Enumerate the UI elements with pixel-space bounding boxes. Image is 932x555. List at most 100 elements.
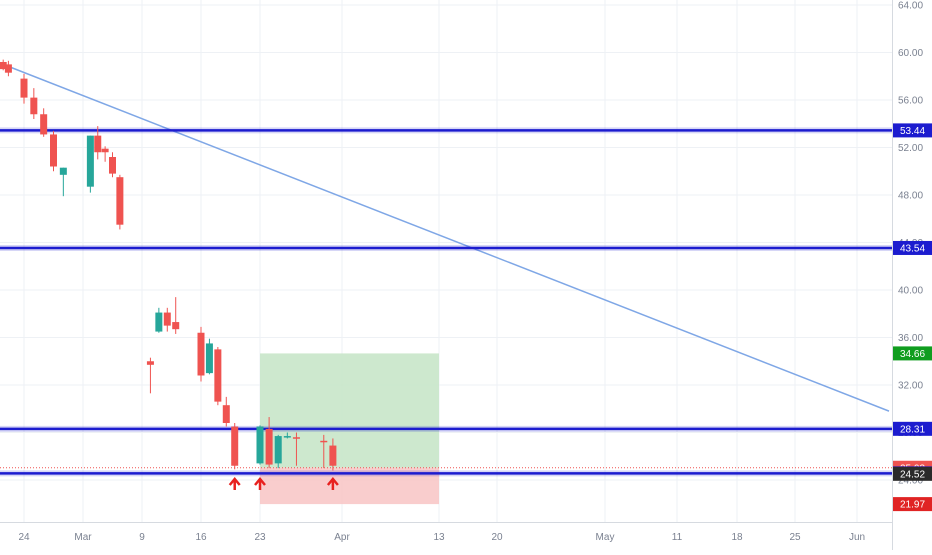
candle-body bbox=[116, 177, 124, 225]
candle-body bbox=[197, 332, 205, 376]
candle-body bbox=[256, 426, 264, 464]
price-badge-target: 34.66 bbox=[893, 346, 932, 361]
candle bbox=[274, 434, 282, 469]
candles bbox=[0, 59, 337, 471]
candle-body bbox=[59, 167, 67, 175]
candle bbox=[155, 307, 163, 333]
candle bbox=[20, 73, 28, 104]
time-tick-label: Jun bbox=[849, 532, 865, 543]
candle bbox=[59, 167, 67, 197]
candle bbox=[231, 423, 239, 470]
candle-body bbox=[274, 436, 282, 464]
time-tick-label: 25 bbox=[789, 532, 801, 543]
time-tick-label: 23 bbox=[254, 532, 266, 543]
candle bbox=[205, 338, 213, 375]
candle-body bbox=[292, 437, 300, 439]
up-arrow-head bbox=[254, 477, 266, 486]
time-tick-label: Apr bbox=[334, 532, 350, 543]
price-tick-label: 36.00 bbox=[898, 333, 923, 344]
price-badge-current: 24.52 bbox=[893, 466, 932, 481]
candle bbox=[94, 126, 102, 160]
candle bbox=[109, 152, 116, 178]
candle bbox=[197, 326, 205, 382]
time-tick-label: 11 bbox=[672, 532, 683, 543]
target-zone bbox=[260, 353, 439, 468]
time-tick-label: 18 bbox=[731, 532, 743, 543]
candle-body bbox=[172, 322, 180, 330]
candle bbox=[214, 347, 222, 406]
candle bbox=[320, 434, 328, 469]
up-arrow-head bbox=[326, 477, 339, 486]
price-badge-bg bbox=[893, 466, 932, 481]
candle bbox=[50, 130, 57, 172]
price-badge-bg bbox=[893, 346, 932, 361]
price-tick-label: 32.00 bbox=[898, 381, 923, 392]
candle bbox=[329, 438, 337, 471]
candle-body bbox=[222, 405, 230, 423]
candle-body bbox=[4, 64, 12, 73]
price-badge-label: 21.97 bbox=[900, 500, 925, 511]
price-badge-label: 34.66 bbox=[900, 349, 925, 360]
grid bbox=[0, 0, 892, 522]
up-arrow-icon bbox=[326, 477, 339, 490]
candle-body bbox=[146, 361, 154, 365]
candle-body bbox=[30, 97, 38, 115]
price-badge-label: 28.31 bbox=[900, 424, 925, 435]
candle-body bbox=[94, 135, 102, 153]
time-tick-label: 9 bbox=[139, 532, 145, 543]
candle bbox=[256, 425, 264, 465]
price-badge-hline: 28.31 bbox=[893, 421, 932, 436]
time-tick-label: 20 bbox=[491, 532, 503, 543]
price-badge-bg bbox=[893, 123, 932, 138]
up-arrow-icon bbox=[254, 477, 266, 490]
price-tick-label: 52.00 bbox=[898, 143, 923, 154]
price-tick-label: 24.00 bbox=[898, 476, 923, 487]
candle-body bbox=[50, 134, 57, 167]
candle bbox=[292, 432, 300, 466]
price-tick-label: 48.00 bbox=[898, 191, 923, 202]
candle-body bbox=[214, 349, 222, 402]
candle bbox=[101, 146, 109, 162]
time-tick-label: 13 bbox=[433, 532, 445, 543]
candle bbox=[172, 297, 180, 334]
candle bbox=[265, 417, 273, 469]
up-arrow-icon bbox=[228, 477, 241, 490]
time-tick-label: 24 bbox=[18, 532, 30, 543]
time-tick-label: May bbox=[596, 532, 615, 543]
price-badge-stop: 21.97 bbox=[893, 497, 932, 512]
candle-body bbox=[265, 428, 273, 465]
time-tick-label: Mar bbox=[74, 532, 92, 543]
candle bbox=[30, 88, 38, 119]
candle bbox=[116, 174, 124, 230]
up-arrow-head bbox=[228, 477, 241, 486]
trendline bbox=[2, 63, 890, 412]
time-tick-label: 16 bbox=[195, 532, 207, 543]
price-tick-label: 40.00 bbox=[898, 286, 923, 297]
price-badge-hline: 43.54 bbox=[893, 240, 932, 255]
candle bbox=[163, 307, 171, 332]
price-badge-label: 43.54 bbox=[900, 243, 925, 254]
candle-body bbox=[329, 445, 337, 466]
candle-body bbox=[205, 343, 213, 374]
candle bbox=[0, 59, 7, 71]
candle bbox=[283, 432, 291, 439]
candle-body bbox=[40, 114, 48, 135]
candle bbox=[4, 60, 12, 77]
candle-body bbox=[109, 157, 116, 174]
candle-body bbox=[163, 312, 171, 326]
price-tick-label: 64.00 bbox=[898, 1, 923, 12]
candle-body bbox=[101, 148, 109, 153]
candle-body bbox=[0, 62, 7, 70]
candle-body bbox=[20, 78, 28, 98]
candle-body bbox=[155, 312, 163, 332]
price-badge-label: 24.52 bbox=[900, 469, 925, 480]
candle bbox=[146, 357, 154, 394]
price-badge-bg bbox=[893, 240, 932, 255]
price-badge-hline: 53.44 bbox=[893, 123, 932, 138]
candle-body bbox=[320, 440, 328, 443]
price-tick-label: 56.00 bbox=[898, 96, 923, 107]
price-badge-label: 53.44 bbox=[900, 126, 925, 137]
candle bbox=[222, 396, 230, 427]
